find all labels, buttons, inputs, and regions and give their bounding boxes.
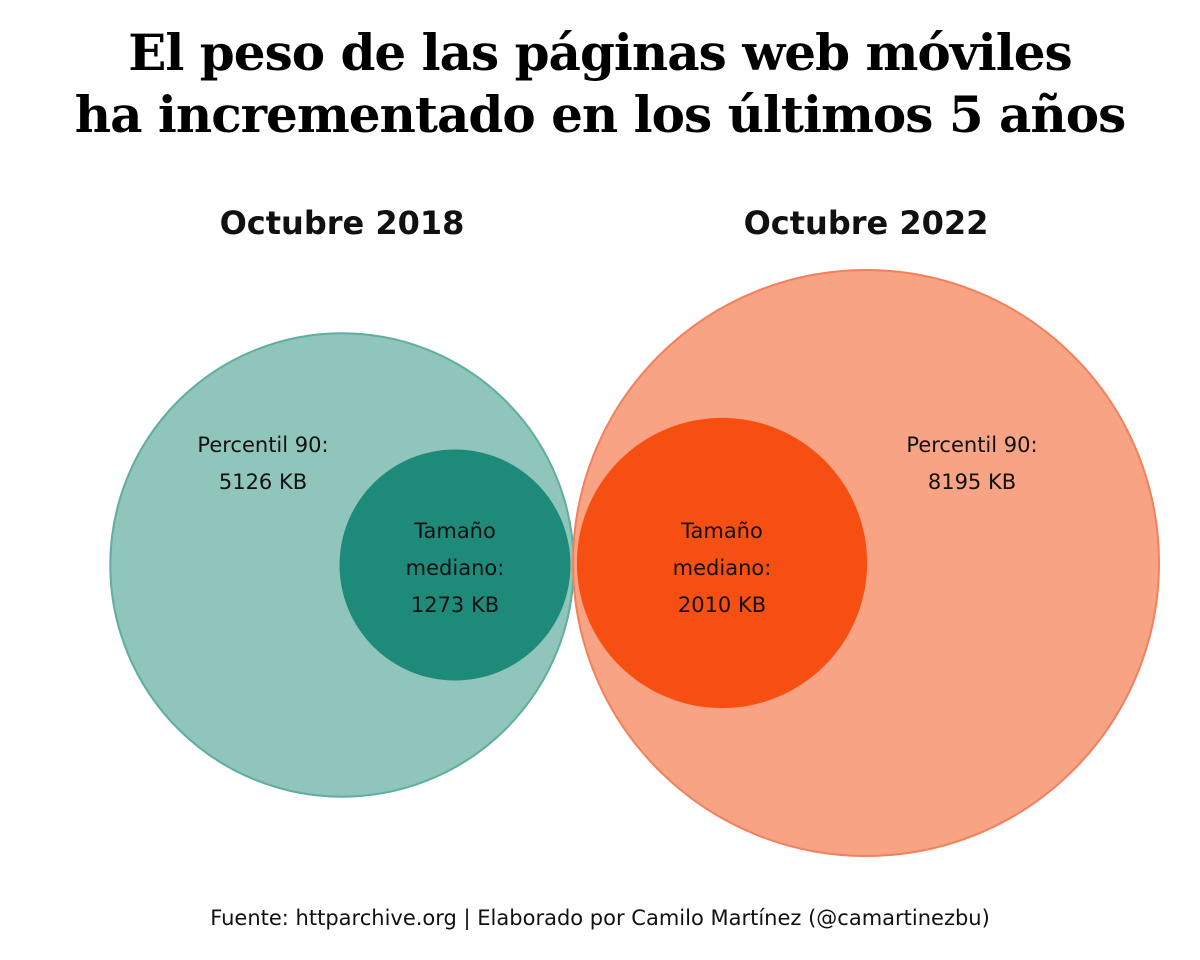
circles-layer [109, 269, 1160, 857]
source-note: Fuente: httparchive.org | Elaborado por … [210, 906, 990, 930]
panel-title-2022: Octubre 2022 [744, 204, 989, 242]
p90-label-2018-line1: Percentil 90: [197, 433, 328, 457]
chart-title-line-2: ha incrementado en los últimos 5 años [74, 85, 1127, 144]
median-label-2022-line1: Tamaño [680, 519, 763, 543]
median-circle-2018 [339, 449, 571, 681]
median-circle-2022 [576, 417, 868, 709]
median-label-2018-line1: Tamaño [413, 519, 496, 543]
median-value-2018: 1273 KB [411, 593, 499, 617]
median-label-2022-line2: mediano: [673, 556, 772, 580]
chart-title: El peso de las páginas web móviles ha in… [0, 22, 1200, 146]
chart-title-line-1: El peso de las páginas web móviles [128, 23, 1072, 82]
median-label-2018-line2: mediano: [406, 556, 505, 580]
p90-value-2018: 5126 KB [219, 470, 307, 494]
p90-value-2022: 8195 KB [928, 470, 1016, 494]
p90-label-2022-line1: Percentil 90: [906, 433, 1037, 457]
labels-layer: Percentil 90: 5126 KB Tamaño mediano: 1273 K… [197, 433, 1037, 617]
panel-title-2018: Octubre 2018 [220, 204, 465, 242]
median-value-2022: 2010 KB [678, 593, 766, 617]
